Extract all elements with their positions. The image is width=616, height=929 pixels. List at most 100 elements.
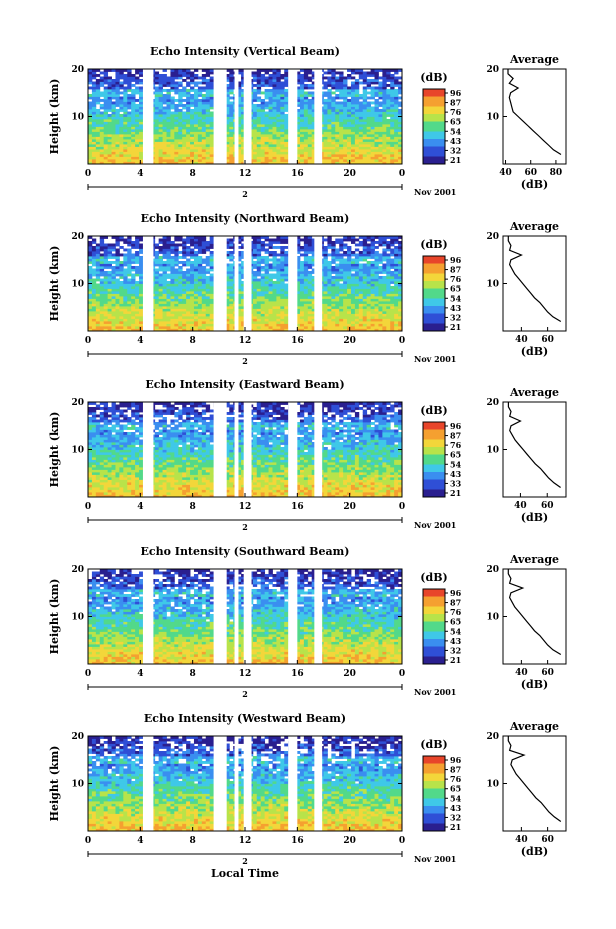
heatmap-cell <box>311 243 317 247</box>
heatmap-cell <box>139 111 144 115</box>
heatmap-cell <box>335 146 340 150</box>
heatmap-cell <box>103 303 109 307</box>
heatmap-cell <box>378 124 383 127</box>
heatmap-cell <box>378 104 383 107</box>
heatmap-cell <box>197 291 203 294</box>
heatmap-cell <box>99 151 105 155</box>
heatmap-cell <box>299 276 305 279</box>
heatmap-cell <box>303 101 309 105</box>
heatmap-cell <box>193 263 199 267</box>
heatmap-cell <box>296 151 301 155</box>
heatmap-cell <box>178 89 183 92</box>
heatmap-cell <box>131 261 136 264</box>
heatmap-cell <box>107 146 112 150</box>
heatmap-cell <box>307 281 313 284</box>
heatmap-cell <box>366 154 372 157</box>
heatmap-cell <box>382 149 387 152</box>
heatmap-cell <box>174 291 179 294</box>
heatmap-cell <box>335 116 340 120</box>
heatmap-cell <box>299 306 305 309</box>
heatmap-cell <box>139 74 144 77</box>
heatmap-cell <box>268 301 273 304</box>
heatmap-cell <box>358 144 364 147</box>
heatmap-cell <box>91 149 97 152</box>
heatmap-cell <box>256 243 262 247</box>
heatmap-cell <box>127 256 132 259</box>
heatmap-cell <box>276 258 281 262</box>
heatmap-cell <box>201 151 207 155</box>
heatmap-cell <box>158 121 163 125</box>
heatmap-cell <box>331 144 336 147</box>
heatmap-cell <box>123 131 128 135</box>
heatmap-cell <box>343 129 348 132</box>
heatmap-cell <box>154 328 160 332</box>
heatmap-cell <box>209 71 215 75</box>
heatmap-cell <box>260 288 266 292</box>
heatmap-cell <box>366 134 372 137</box>
heatmap-cell <box>209 293 215 297</box>
heatmap-cell <box>229 281 234 284</box>
heatmap-cell <box>103 278 109 282</box>
heatmap-cell <box>127 298 132 302</box>
heatmap-cell <box>166 236 171 239</box>
heatmap-cell <box>131 149 136 152</box>
panel-title: Echo Intensity (Northward Beam) <box>141 212 350 225</box>
heatmap-cell <box>272 89 277 92</box>
heatmap-cell <box>264 114 269 117</box>
heatmap-cell <box>127 79 132 82</box>
heatmap-cell <box>178 131 183 135</box>
heatmap-cell <box>154 311 160 314</box>
heatmap-cell <box>162 89 167 92</box>
heatmap-cell <box>154 129 160 132</box>
heatmap-cell <box>135 253 140 257</box>
heatmap-cell <box>260 109 266 112</box>
heatmap-cell <box>350 91 356 95</box>
heatmap-cell <box>197 106 203 110</box>
heatmap-cell <box>276 96 281 100</box>
heatmap-cell <box>354 119 360 122</box>
heatmap-cell <box>323 71 328 75</box>
heatmap-cell <box>276 81 281 85</box>
heatmap-cell <box>398 139 403 142</box>
heatmap-cell <box>296 313 301 317</box>
heatmap-cell <box>154 124 160 127</box>
heatmap-cell <box>178 303 183 307</box>
heatmap-cell <box>296 136 301 140</box>
heatmap-cell <box>190 151 195 155</box>
heatmap-cell <box>303 311 309 314</box>
heatmap-cell <box>394 146 399 150</box>
heatmap-cell <box>225 129 230 132</box>
heatmap-cell <box>276 79 281 82</box>
heatmap-cell <box>209 129 215 132</box>
heatmap-cell <box>241 144 246 147</box>
heatmap-cell <box>115 86 120 90</box>
heatmap-cell <box>256 139 262 142</box>
heatmap-cell <box>252 311 258 314</box>
heatmap-cell <box>331 91 336 95</box>
heatmap-cell <box>398 151 403 155</box>
heatmap-cell <box>95 114 101 117</box>
heatmap-cell <box>115 301 120 304</box>
heatmap-cell <box>260 306 266 309</box>
heatmap-cell <box>127 116 132 120</box>
heatmap-cell <box>190 96 195 100</box>
heatmap-cell <box>382 111 387 115</box>
heatmap-cell <box>354 154 360 157</box>
heatmap-cell <box>241 263 246 267</box>
heatmap-cell <box>343 154 348 157</box>
heatmap-cell <box>166 129 171 132</box>
heatmap-cell <box>229 141 234 145</box>
heatmap-cell <box>190 261 195 264</box>
heatmap-cell <box>111 273 116 277</box>
heatmap-cell <box>323 119 328 122</box>
heatmap-cell <box>170 276 175 279</box>
heatmap-cell <box>225 141 230 145</box>
heatmap-cell <box>284 328 289 332</box>
heatmap-cell <box>358 141 364 145</box>
heatmap-cell <box>260 106 266 110</box>
heatmap-cell <box>119 276 124 279</box>
heatmap-cell <box>370 94 375 97</box>
heatmap-cell <box>323 131 328 135</box>
heatmap-cell <box>335 121 340 125</box>
heatmap-cell <box>197 109 203 112</box>
